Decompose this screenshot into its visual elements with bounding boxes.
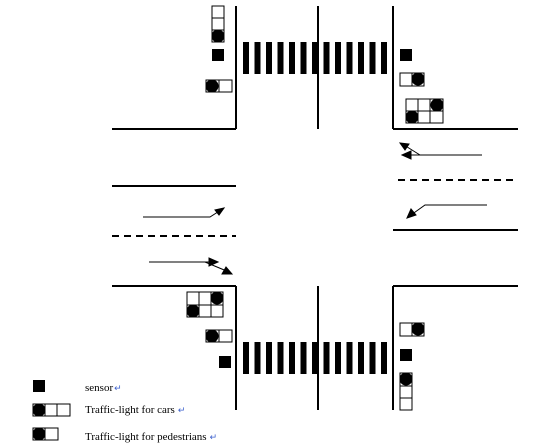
arrow-left-lower: [149, 257, 234, 275]
crosswalk-stripe: [254, 42, 261, 74]
crosswalk-stripe: [346, 42, 353, 74]
signals-top-left: [205, 5, 233, 93]
legend: sensor↵ Traffic-light for cars ↵ Traffic-…: [32, 380, 217, 443]
crosswalk-stripe: [369, 42, 376, 74]
lit-lamp: [205, 329, 219, 343]
crosswalk-stripe: [323, 42, 330, 74]
car-light-bottom-left: [186, 291, 224, 318]
legend-label-sensor: sensor: [85, 382, 113, 394]
svg-text:sensor↵: sensor↵: [85, 382, 122, 394]
legend-label-car-light: Traffic-light for cars: [85, 404, 175, 416]
signals-bottom-left: [186, 291, 233, 368]
crosswalk-stripe: [358, 342, 364, 374]
sensor-icon: [33, 380, 45, 392]
road-edges: [112, 6, 518, 410]
crosswalk-top: [243, 42, 387, 74]
crosswalk-stripe: [323, 342, 330, 374]
crosswalk-stripe: [335, 342, 341, 374]
crosswalk-stripe: [312, 42, 318, 74]
crosswalk-stripe: [312, 342, 318, 374]
crosswalk-stripe: [266, 342, 272, 374]
sensor-top-left: [212, 49, 224, 61]
arrow-left-upper: [143, 207, 226, 218]
svg-text:Traffic-light for pedestrians↵: Traffic-light for pedestrians ↵: [85, 431, 217, 443]
crosswalk-stripe: [243, 342, 249, 374]
pedestrian-traffic-light-icon: [32, 427, 59, 441]
crosswalk-stripe: [358, 42, 364, 74]
pedestrian-light-bottom-left: [205, 329, 233, 343]
svg-text:Traffic-light for cars↵: Traffic-light for cars ↵: [85, 404, 185, 416]
car-light-bottom-right: [399, 322, 425, 337]
crosswalk-stripe: [266, 42, 272, 74]
lane-arrows: [143, 142, 487, 275]
crosswalk-stripe: [381, 342, 387, 374]
legend-label-pedestrian-light: Traffic-light for pedestrians: [85, 431, 207, 443]
sensor-bottom-right: [400, 349, 412, 361]
pedestrian-light-top-right: [399, 72, 425, 87]
legend-item-sensor: sensor↵: [33, 380, 122, 394]
signals-top-right: [399, 49, 444, 124]
crosswalk-stripe: [346, 342, 353, 374]
pedestrian-light-top-left: [211, 5, 225, 43]
crosswalk-stripe: [277, 342, 284, 374]
legend-item-car-light: Traffic-light for cars ↵: [32, 403, 185, 417]
crosswalk-stripe: [335, 42, 341, 74]
signals-bottom-right: [399, 322, 425, 411]
lit-lamp: [430, 98, 444, 112]
sensor-bottom-left: [219, 356, 231, 368]
crosswalk-stripe: [243, 42, 249, 74]
crosswalk-stripe: [300, 42, 307, 74]
lit-lamp: [405, 110, 419, 124]
return-mark: ↵: [178, 405, 186, 415]
crosswalk-stripe: [381, 42, 387, 74]
pedestrian-light-bottom-right: [399, 372, 413, 411]
return-mark: ↵: [114, 383, 122, 393]
crosswalk-stripe: [277, 42, 284, 74]
return-mark: ↵: [210, 432, 218, 442]
car-light-top-left: [205, 79, 233, 93]
lit-lamp: [211, 29, 225, 43]
car-traffic-light-icon: [32, 403, 71, 417]
lit-lamp: [399, 372, 413, 386]
crosswalk-stripe: [289, 342, 295, 374]
car-light-top-right: [405, 98, 444, 124]
lit-lamp: [210, 291, 224, 305]
crosswalk-stripe: [369, 342, 376, 374]
crosswalk-stripe: [300, 342, 307, 374]
lit-lamp: [205, 79, 219, 93]
lit-lamp: [411, 72, 425, 86]
crosswalk-stripe: [254, 342, 261, 374]
crosswalk-bottom: [243, 342, 387, 374]
arrow-right-lower: [406, 204, 487, 219]
lane-dividers: [112, 179, 518, 237]
lit-lamp: [186, 304, 200, 318]
legend-item-pedestrian-light: Traffic-light for pedestrians ↵: [32, 427, 217, 443]
sensor-top-right: [400, 49, 412, 61]
arrow-right-upper: [398, 142, 482, 160]
crosswalk-stripe: [289, 42, 295, 74]
lit-lamp: [411, 322, 425, 336]
